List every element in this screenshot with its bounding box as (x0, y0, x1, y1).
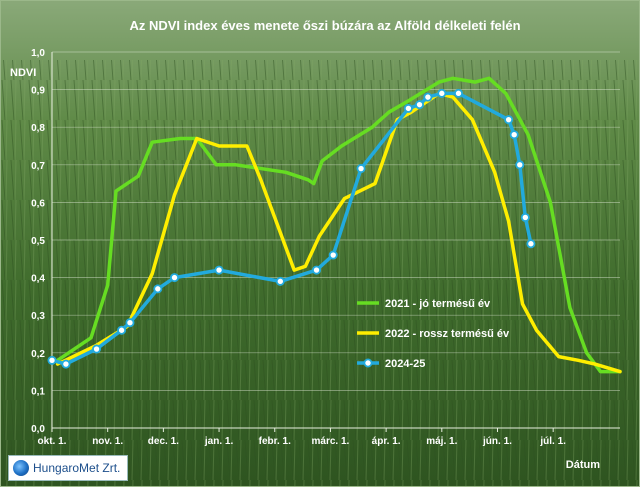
legend: 2021 - jó termésű év 2022 - rossz termésű… (357, 298, 510, 370)
x-tick-labels: okt. 1. nov. 1. dec. 1. jan. 1. febr. 1. márc… (38, 436, 567, 447)
chart-title: Az NDVI index éves menete őszi búzára az… (129, 18, 520, 33)
y-tick-label: 0,8 (31, 123, 45, 134)
x-tick-label: júl. 1. (539, 436, 566, 447)
y-tick-label: 0,6 (31, 198, 45, 209)
data-point (415, 100, 425, 110)
background-texture (0, 60, 640, 487)
y-tick-label: 0,4 (31, 274, 45, 285)
x-tick-label: ápr. 1. (372, 436, 401, 447)
data-point (153, 284, 163, 294)
x-tick-label: jún. 1. (482, 436, 512, 447)
x-tick-label: máj. 1. (426, 436, 457, 447)
data-point (504, 115, 514, 125)
y-tick-label: 0,1 (31, 386, 45, 397)
series-lines (50, 76, 622, 374)
data-point (328, 250, 338, 260)
globe-icon (13, 460, 29, 476)
y-tick-label: 0,5 (31, 236, 45, 247)
data-point (509, 130, 519, 140)
axes (51, 52, 620, 432)
legend-label: 2024-25 (385, 358, 425, 370)
data-point (92, 344, 102, 354)
x-tick-label: okt. 1. (38, 436, 67, 447)
data-point (312, 265, 322, 275)
series-markers (47, 88, 536, 369)
y-tick-label: 0,3 (31, 311, 45, 322)
y-tick-labels: 0,0 0,1 0,2 0,3 0,4 0,5 0,6 0,7 0,8 0,9 1,0 (31, 48, 45, 435)
data-point (117, 325, 127, 335)
data-point (515, 160, 525, 170)
series-line-3 (50, 91, 533, 366)
data-point (526, 239, 536, 249)
y-tick-label: 0,7 (31, 161, 45, 172)
data-point (520, 212, 530, 222)
data-point (437, 88, 447, 98)
data-point (356, 164, 366, 174)
series-line-1 (55, 76, 622, 374)
hungaromet-logo: HungaroMet Zrt. (8, 455, 128, 481)
data-point (170, 273, 180, 283)
legend-marker (363, 358, 373, 368)
data-point (423, 92, 433, 102)
data-point (47, 355, 57, 365)
data-point (125, 318, 135, 328)
data-point (61, 359, 71, 369)
y-tick-label: 0,9 (31, 86, 45, 97)
y-axis-label: NDVI (10, 67, 36, 79)
logo-text: HungaroMet Zrt. (33, 461, 121, 475)
data-point (214, 265, 224, 275)
x-tick-label: dec. 1. (148, 436, 179, 447)
y-tick-label: 1,0 (31, 48, 45, 59)
x-tick-label: jan. 1. (204, 436, 234, 447)
x-tick-label: nov. 1. (92, 436, 123, 447)
legend-label: 2021 - jó termésű év (385, 298, 491, 310)
data-point (275, 276, 285, 286)
legend-label: 2022 - rossz termésű év (385, 328, 510, 340)
series-line-2 (55, 91, 622, 374)
data-point (403, 103, 413, 113)
x-axis-label: Dátum (566, 459, 600, 471)
x-tick-label: márc. 1. (312, 436, 350, 447)
x-tick-label: febr. 1. (259, 436, 291, 447)
y-tick-label: 0,0 (31, 424, 45, 435)
data-point (454, 88, 464, 98)
y-tick-label: 0,2 (31, 349, 45, 360)
